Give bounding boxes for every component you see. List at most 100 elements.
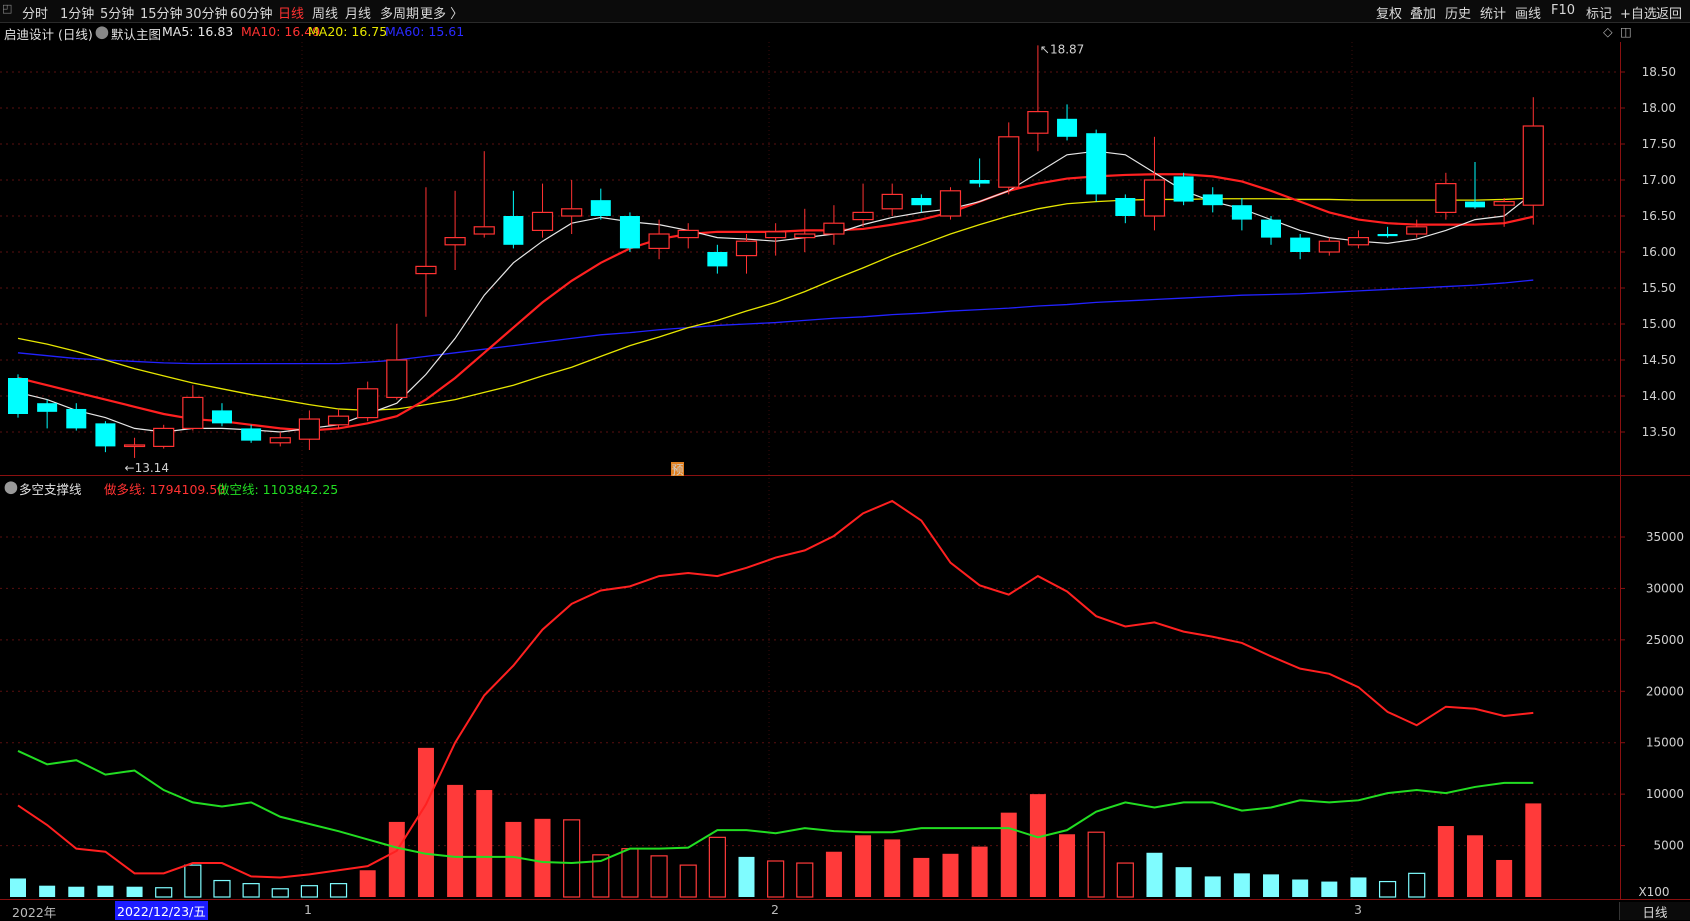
window-icon[interactable]: ◫: [1620, 24, 1632, 39]
volume-bar: [1146, 852, 1163, 897]
ind-tick-label: 30000: [1646, 581, 1684, 595]
period-tab-1[interactable]: 1分钟: [60, 7, 95, 22]
price-tick-label: 18.50: [1642, 65, 1676, 79]
date-year: 2022年: [12, 905, 57, 920]
candle-down: [590, 200, 611, 216]
candle-up: [852, 211, 874, 221]
candle-down: [1465, 201, 1485, 208]
tool-button-6[interactable]: 标记: [1586, 7, 1613, 22]
main-chart-select[interactable]: 默认主图: [111, 27, 162, 42]
volume-bar: [388, 821, 405, 897]
tool-button-4[interactable]: 画线: [1515, 7, 1542, 22]
low-annotation: ←13.14: [125, 461, 169, 475]
candle-down: [911, 198, 932, 206]
candle-up: [357, 388, 379, 419]
date-month-3: 3: [1354, 902, 1362, 917]
tool-button-8[interactable]: 返回: [1656, 7, 1683, 22]
ind-tick-label: 20000: [1646, 684, 1684, 698]
candle-up: [153, 427, 175, 447]
period-tab-2[interactable]: 5分钟: [100, 7, 135, 22]
candle-up: [648, 233, 670, 249]
volume-bar-hollow: [213, 879, 231, 898]
candle-down: [707, 252, 728, 267]
ma5-line: [17, 150, 1534, 433]
ind-unit-label: X100: [1638, 885, 1669, 899]
volume-bar: [10, 878, 26, 897]
tool-button-3[interactable]: 统计: [1480, 7, 1507, 22]
volume-bar: [1175, 867, 1192, 897]
bottom-divider: [0, 899, 1690, 900]
price-tick-label: 17.00: [1642, 173, 1676, 187]
indicator-name[interactable]: 多空支撑线: [19, 482, 82, 497]
volume-bar: [884, 839, 901, 897]
price-tick-label: 14.00: [1642, 389, 1676, 403]
chevron-down-icon[interactable]: ⬤: [4, 479, 18, 494]
period-status[interactable]: 日线: [1619, 902, 1690, 920]
volume-bar: [1496, 859, 1513, 897]
candle-up: [998, 136, 1020, 188]
menu-icon[interactable]: ◰: [2, 2, 13, 15]
volume-bar: [1263, 874, 1280, 897]
volume-bar: [39, 885, 56, 897]
candle-up: [1522, 125, 1544, 206]
ma5-label: MA5: 16.83: [162, 24, 234, 39]
volume-bar-hollow: [1408, 872, 1426, 898]
tool-button-1[interactable]: 叠加: [1410, 7, 1437, 22]
candle-up: [881, 193, 903, 210]
period-tab-6[interactable]: 日线: [278, 7, 305, 22]
tool-button-5[interactable]: F10: [1551, 3, 1576, 18]
volume-bar: [971, 846, 988, 897]
ind-tick-label: 10000: [1646, 787, 1684, 801]
volume-bar: [1350, 877, 1367, 897]
candle-down: [503, 216, 524, 245]
candle-down: [1173, 176, 1194, 202]
period-tab-8[interactable]: 月线: [345, 7, 372, 22]
tool-button-2[interactable]: 历史: [1445, 7, 1472, 22]
period-tab-10[interactable]: 更多 〉: [420, 7, 464, 22]
volume-bar: [447, 784, 464, 897]
period-tab-0[interactable]: 分时: [22, 7, 49, 22]
date-month-1: 1: [304, 902, 312, 917]
chevron-down-icon[interactable]: ⬤: [95, 24, 109, 39]
volume-bar: [534, 818, 551, 897]
main-chart-infobar: 启迪设计 (日线) ⬤ 默认主图 MA5: 16.83 MA10: 16.49 …: [0, 22, 1690, 42]
period-tab-7[interactable]: 周线: [312, 7, 339, 22]
volume-bar-hollow: [708, 836, 726, 898]
diamond-icon[interactable]: ◇: [1603, 24, 1613, 39]
volume-bar-hollow: [1116, 862, 1134, 898]
volume-bar: [1437, 826, 1454, 897]
date-month-2: 2: [771, 902, 779, 917]
candle-up: [1347, 237, 1370, 246]
tool-button-7[interactable]: +自选: [1620, 7, 1657, 22]
ma60-line: [17, 279, 1534, 365]
volume-bar-hollow: [271, 888, 289, 898]
price-tick-label: 16.50: [1642, 209, 1676, 223]
candle-down: [66, 408, 87, 429]
volume-bar-hollow: [1087, 831, 1105, 898]
period-tab-9[interactable]: 多周期: [380, 7, 420, 22]
candle-down: [1377, 234, 1398, 237]
volume-bar: [1467, 835, 1483, 897]
period-toolbar: ◰ 分时 1分钟 5分钟 15分钟 30分钟 60分钟 日线 周线 月线 多周期 更多 〉 复权 叠加历…: [0, 0, 1690, 23]
volume-bar-hollow: [1378, 880, 1397, 898]
volume-bar-hollow: [155, 887, 173, 898]
volume-bar: [126, 886, 143, 897]
volume-bar-hollow: [184, 864, 202, 898]
volume-bar: [359, 870, 376, 897]
period-tab-4[interactable]: 30分钟: [185, 7, 228, 22]
tool-button-0[interactable]: 复权: [1376, 7, 1403, 22]
period-tab-5[interactable]: 60分钟: [230, 7, 273, 22]
volume-bar-hollow: [796, 862, 814, 898]
period-tab-3[interactable]: 15分钟: [140, 7, 183, 22]
candle-up: [823, 222, 845, 235]
candle-up: [444, 237, 466, 246]
pre-badge: [671, 462, 684, 476]
volume-bar: [505, 821, 522, 897]
candle-down: [1115, 198, 1136, 216]
candle-up: [677, 229, 699, 239]
ind-tick-label: 35000: [1646, 530, 1684, 544]
volume-bar: [942, 853, 959, 897]
high-annotation: ↖18.87: [1040, 42, 1084, 56]
volume-bar-hollow: [592, 854, 610, 898]
